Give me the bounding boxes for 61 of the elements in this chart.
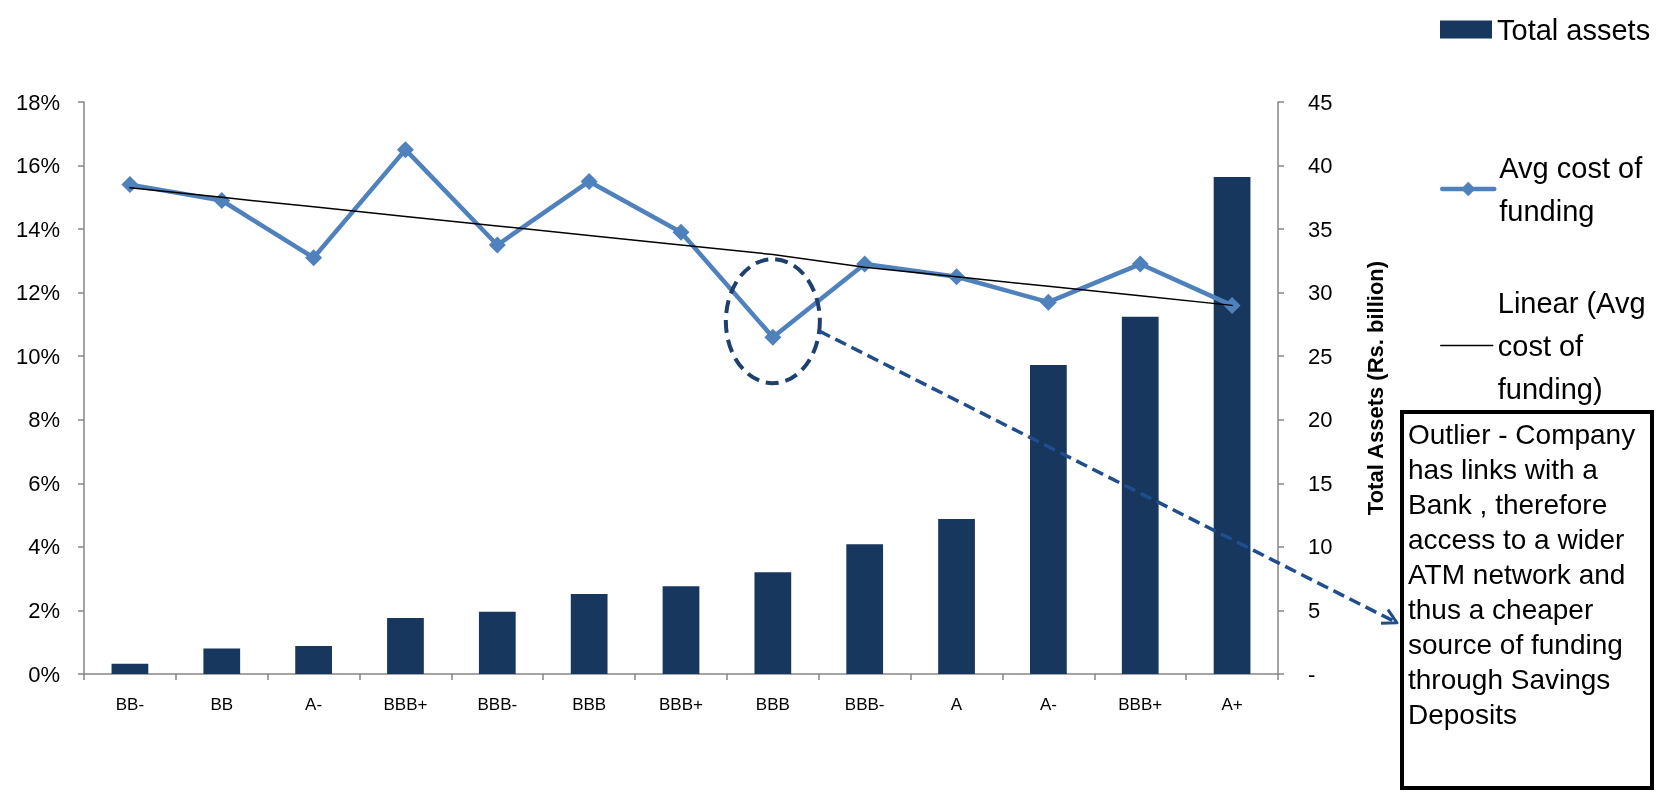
x-tick-label: BB- [115,695,145,714]
y-tick-label: 2% [28,597,60,623]
y2-tick-label: 20 [1308,407,1333,433]
bar [478,611,516,674]
x-tick-label: BB [210,695,234,714]
y-tick-label: 8% [28,407,60,433]
x-tick-label: BBB+ [1118,695,1163,714]
point [121,176,139,194]
x-tick-label: A [950,695,963,714]
y-tick-label: 4% [28,534,60,560]
bar [662,586,700,674]
point [305,249,323,267]
legend-label: Total assets [1497,13,1651,46]
point [672,223,690,241]
x-tick-label: A+ [1221,695,1243,714]
x-tick-label: BBB+ [659,695,704,714]
y-tick-label: 12% [15,280,60,306]
y2-tick-label: 45 [1308,89,1333,115]
point [488,236,506,254]
y2-tick-label: 10 [1308,534,1333,560]
x-tick-label: BBB- [844,695,885,714]
y2-axis-title: Total Assets (Rs. billion) [1362,260,1388,516]
point [1039,293,1057,311]
bar [846,544,884,674]
text: Outlier - Company has links with a Bank , therefore access to a wider ATM network and thus a cheaper source of funding through Savings Deposits [1408,419,1636,730]
x-tick-label: A- [1039,695,1057,714]
bar [938,518,975,674]
bar [1030,365,1067,674]
x-tick-label: BBB [572,695,607,714]
legend-label: Linear (Avg cost of funding) [1497,286,1654,405]
bar [570,593,608,674]
y-tick-label: 10% [15,343,60,369]
bar [295,646,332,674]
y2-tick-label: 5 [1308,597,1321,623]
y-tick-label: 6% [28,470,60,496]
y2-tick-label: 35 [1308,216,1333,242]
y2-tick-label: 30 [1308,280,1333,306]
y2-tick-label: 15 [1308,470,1333,496]
legend-label: Avg cost of funding [1499,151,1651,227]
point [396,141,414,159]
y-tick-label: 0% [28,661,60,687]
y-tick-label: 14% [15,216,60,242]
bar [1213,177,1251,674]
y2-tick-label: - [1308,661,1316,687]
point [764,328,782,346]
x-tick-label: A- [305,695,323,714]
x-tick-label: BBB [755,695,790,714]
x-tick-label: BBB+ [383,695,428,714]
y2-tick-label: 25 [1308,343,1333,369]
y-tick-label: 16% [15,153,60,179]
bar [111,663,149,674]
y2-tick-label: 40 [1308,153,1333,179]
x-tick-label: BBB- [477,695,518,714]
point [1223,296,1241,314]
bar [387,618,424,674]
bar [1121,316,1159,674]
bar [754,572,792,674]
y-tick-label: 18% [15,89,60,115]
point [580,172,598,190]
bar [203,648,241,674]
point [1131,255,1149,273]
